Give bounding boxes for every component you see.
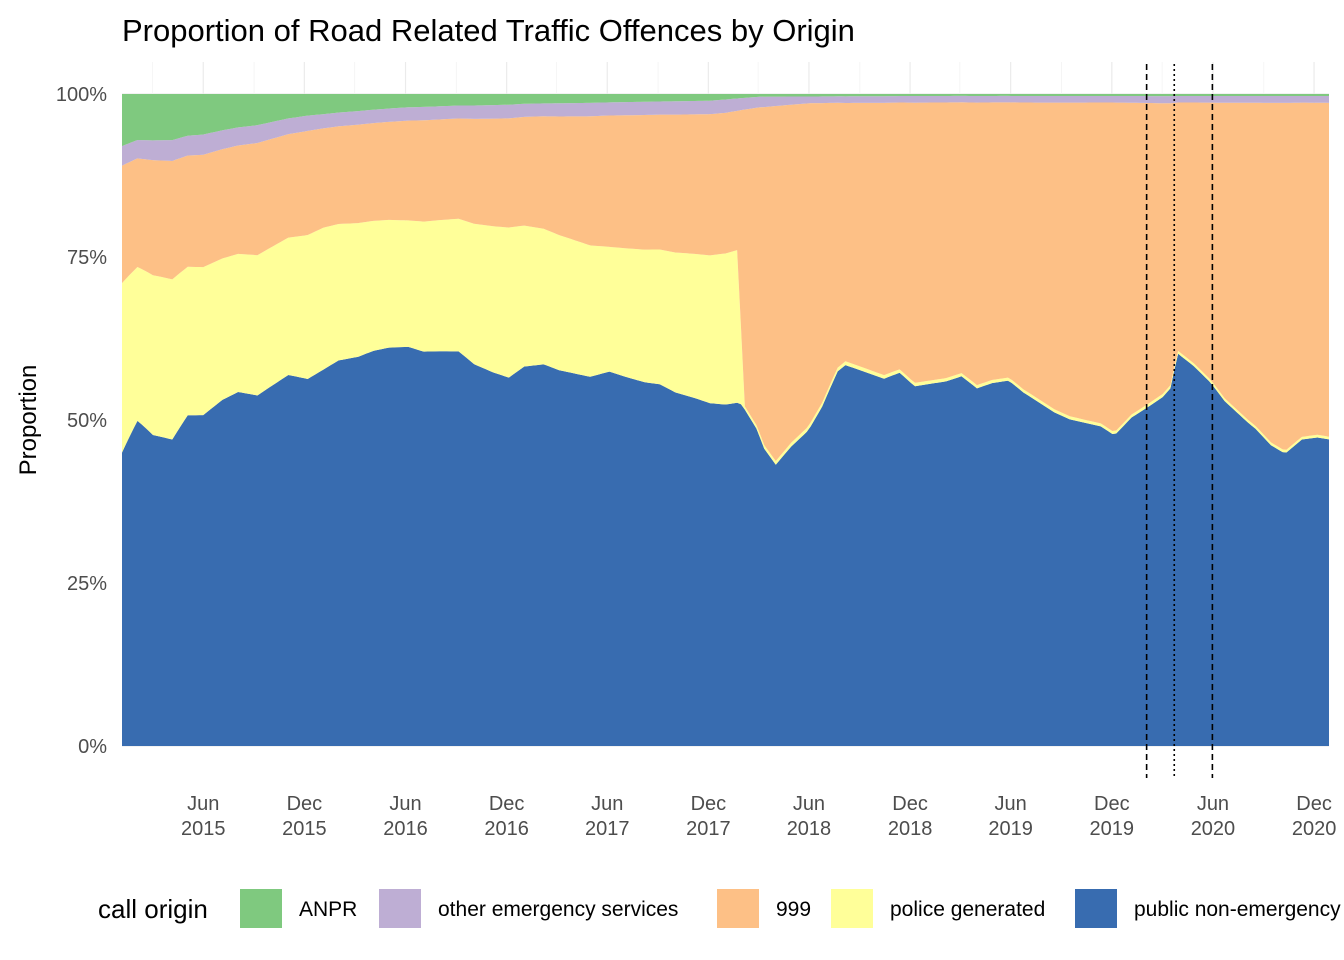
x-tick-label-month: Jun <box>995 793 1027 815</box>
y-axis-title: Proportion <box>15 365 42 476</box>
legend-swatch <box>240 889 282 928</box>
x-tick-label-year: 2018 <box>888 818 933 840</box>
x-tick-label-month: Dec <box>892 793 928 815</box>
legend-label: 999 <box>776 898 811 921</box>
legend-item-public-non-emergency: public non-emergency <box>1075 889 1341 928</box>
x-tick-label-year: 2020 <box>1292 818 1337 840</box>
x-tick-label-month: Dec <box>691 793 727 815</box>
x-tick-label-month: Dec <box>1094 793 1130 815</box>
legend-label: other emergency services <box>438 898 678 921</box>
area-police-generated <box>122 218 1329 465</box>
y-tick-label: 25% <box>67 573 107 595</box>
x-tick-label-year: 2016 <box>484 818 529 840</box>
x-tick-label-year: 2016 <box>383 818 428 840</box>
area-public-non-emergency <box>122 346 1329 746</box>
x-tick-label-year: 2020 <box>1191 818 1236 840</box>
legend-item-999: 999 <box>717 889 811 928</box>
legend-title: call origin <box>98 894 208 924</box>
x-tick-label-month: Dec <box>489 793 525 815</box>
x-tick-label-month: Jun <box>591 793 623 815</box>
x-tick-label-year: 2017 <box>585 818 630 840</box>
legend-swatch <box>379 889 421 928</box>
x-tick-label-year: 2018 <box>787 818 832 840</box>
reference-lines <box>1145 64 1214 778</box>
x-tick-label-month: Jun <box>1197 793 1229 815</box>
legend-swatch <box>717 889 759 928</box>
legend-label: ANPR <box>299 898 357 921</box>
x-tick-label-year: 2015 <box>181 818 226 840</box>
x-tick-label-month: Dec <box>1296 793 1332 815</box>
areas <box>122 94 1329 746</box>
chart-title: Proportion of Road Related Traffic Offen… <box>122 13 855 48</box>
y-tick-label: 100% <box>56 84 107 106</box>
x-tick-label-month: Dec <box>287 793 323 815</box>
x-tick-label-month: Jun <box>389 793 421 815</box>
legend-item-ANPR: ANPR <box>240 889 357 928</box>
x-tick-label-month: Jun <box>187 793 219 815</box>
x-axis: Jun 2015 Dec 2015 Jun 2016 Dec 2016 Jun 2017 Dec 20… <box>181 793 1336 840</box>
x-tick-label-year: 2015 <box>282 818 327 840</box>
x-tick-label-year: 2017 <box>686 818 731 840</box>
legend-label: public non-emergency <box>1134 898 1341 921</box>
legend: call origin ANPR other emergency services… <box>98 889 1341 928</box>
legend-swatch <box>1075 889 1117 928</box>
x-tick-label-month: Jun <box>793 793 825 815</box>
legend-item-police-generated: police generated <box>831 889 1045 928</box>
legend-swatch <box>831 889 873 928</box>
area-999 <box>122 102 1329 462</box>
legend-label: police generated <box>890 898 1045 921</box>
legend-item-other-emergency-services: other emergency services <box>379 889 678 928</box>
area-ANPR <box>122 94 1329 147</box>
x-tick-label-year: 2019 <box>1090 818 1135 840</box>
area-other-emergency-services <box>122 95 1329 166</box>
x-tick-label-year: 2019 <box>988 818 1033 840</box>
y-tick-label: 50% <box>67 410 107 432</box>
y-axis: 0% 25% 50% 75% 100% <box>56 84 107 758</box>
y-tick-label: 0% <box>78 736 107 758</box>
y-tick-label: 75% <box>67 247 107 269</box>
